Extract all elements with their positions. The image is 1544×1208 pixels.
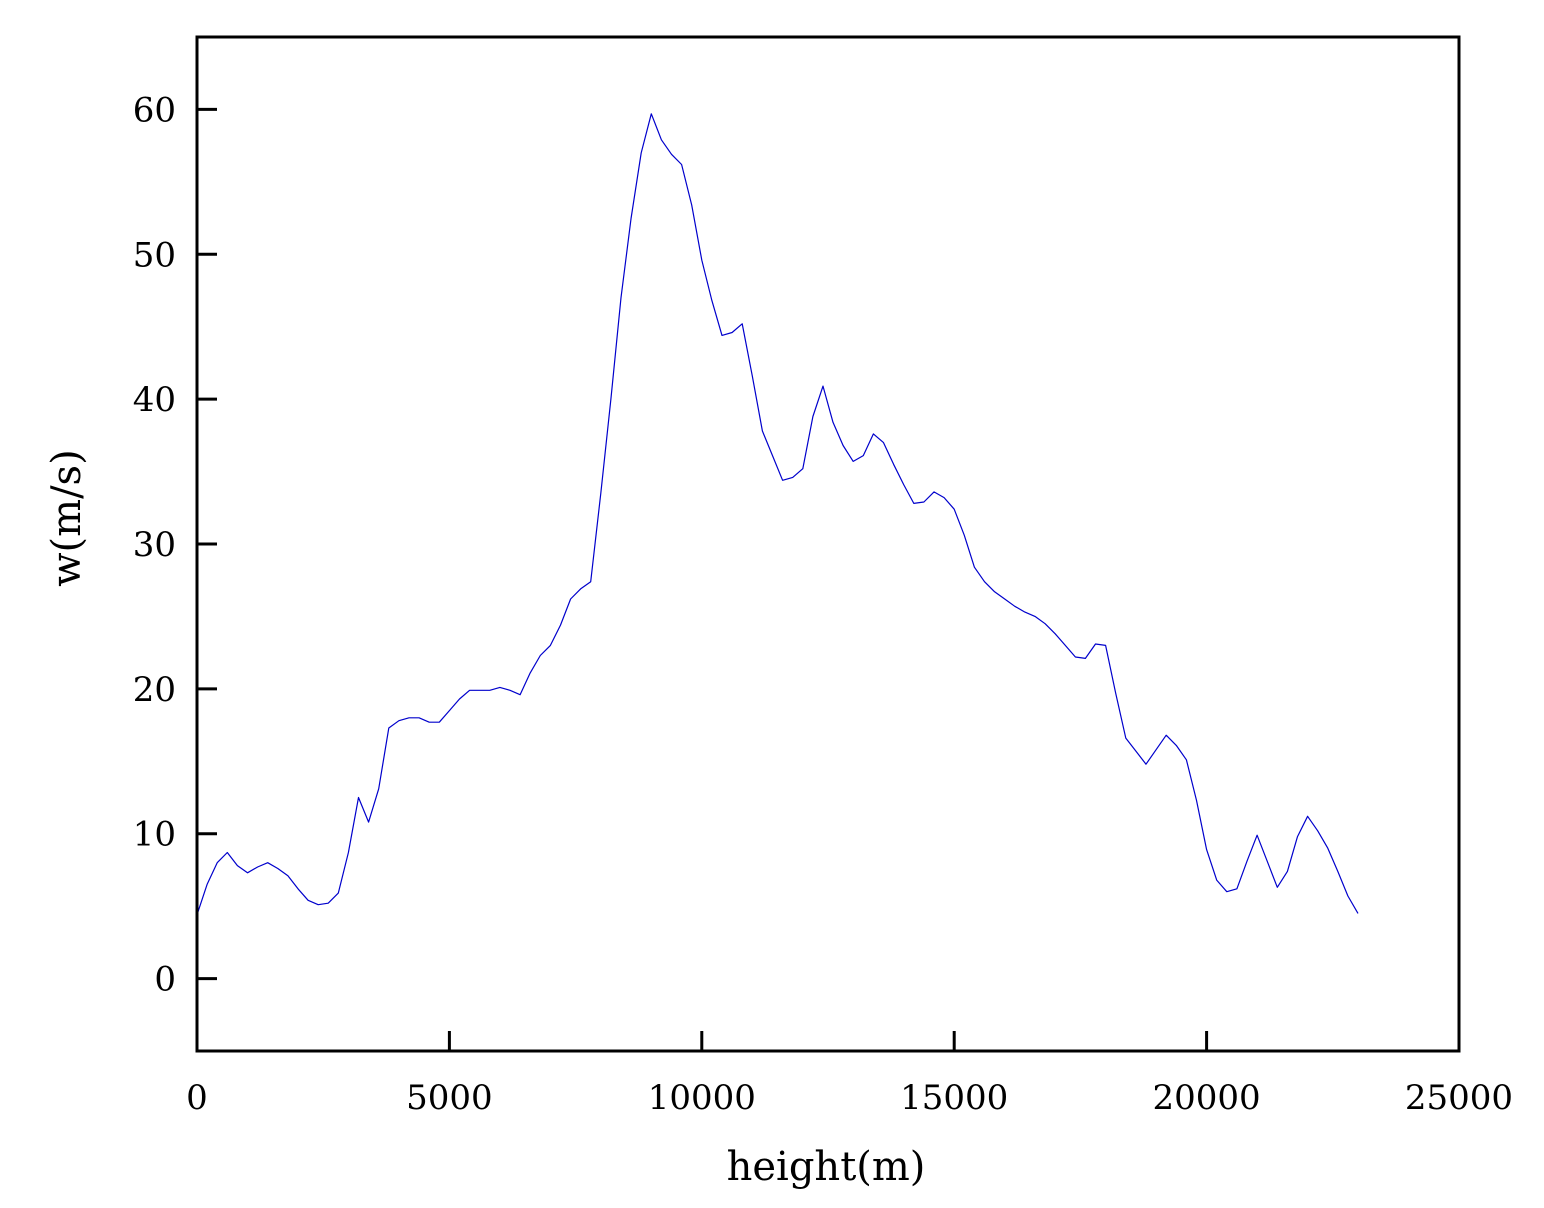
y-tick-label: 50 (133, 235, 176, 275)
x-tick-label: 5000 (406, 1078, 493, 1118)
y-tick-label: 30 (133, 525, 176, 565)
x-tick-label: 15000 (900, 1078, 1008, 1118)
y-tick-label: 10 (133, 815, 176, 855)
y-tick-label: 0 (154, 960, 176, 1000)
y-tick-label: 20 (133, 670, 176, 710)
x-tick-label: 20000 (1153, 1078, 1261, 1118)
x-axis-title: height(m) (727, 1144, 926, 1190)
x-tick-label: 0 (186, 1078, 208, 1118)
y-tick-label: 40 (133, 380, 176, 420)
x-axis-ticks: 0 5000 10000 15000 20000 25000 (186, 1031, 1513, 1118)
plot-frame (195, 35, 1461, 1053)
y-axis-title: w(m/s) (44, 449, 90, 586)
series-line (196, 113, 1359, 915)
x-tick-label: 25000 (1405, 1078, 1513, 1118)
x-tick-label: 10000 (648, 1078, 756, 1118)
y-tick-label: 60 (133, 90, 176, 130)
y-axis-ticks: 0 10 20 30 40 50 60 (133, 90, 217, 1000)
